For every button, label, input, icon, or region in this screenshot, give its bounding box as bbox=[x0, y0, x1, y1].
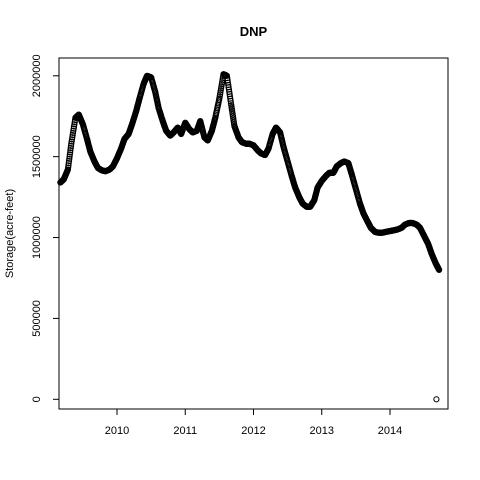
chart-title: DNP bbox=[240, 24, 268, 39]
y-axis-title: Storage(acre-feet) bbox=[4, 189, 16, 278]
x-tick-label: 2010 bbox=[105, 425, 129, 437]
x-tick-label: 2014 bbox=[378, 425, 402, 437]
x-tick-label: 2012 bbox=[241, 425, 265, 437]
x-tick-label: 2013 bbox=[310, 425, 334, 437]
y-tick-label: 2000000 bbox=[31, 54, 43, 97]
y-tick-label: 0 bbox=[31, 396, 43, 402]
x-tick-label: 2011 bbox=[173, 425, 197, 437]
y-tick-label: 1000000 bbox=[31, 216, 43, 259]
y-tick-label: 500000 bbox=[31, 300, 43, 337]
y-tick-label: 1500000 bbox=[31, 135, 43, 178]
